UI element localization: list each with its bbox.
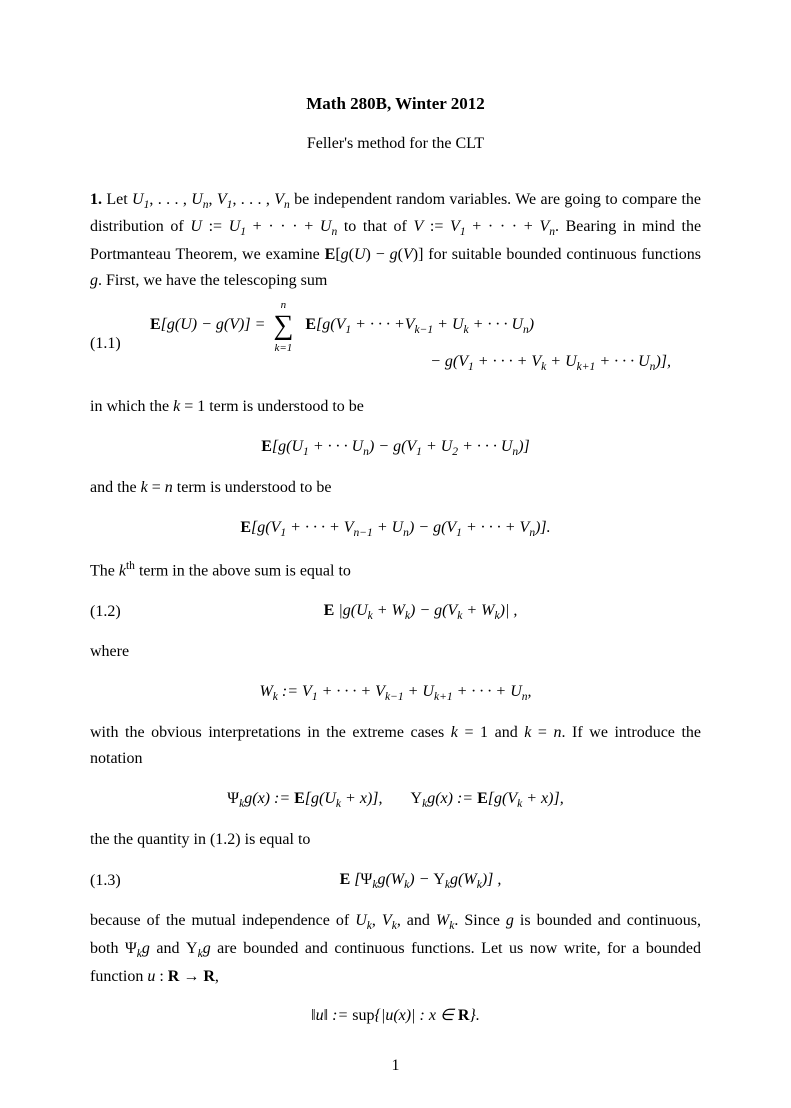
equation-1-3: (1.3) E [Ψkg(Wk) − Υkg(Wk)] , [90, 867, 701, 895]
equation-psi-def: Ψkg(x) := E[g(Uk + x)], Υkg(x) := E[g(Vk… [90, 786, 701, 814]
lecture-subtitle: Feller's method for the CLT [90, 131, 701, 157]
equation-number: (1.2) [90, 599, 140, 625]
equation-body: E[g(U) − g(V)] = n ∑ k=1 E[g(V1 + · · · … [140, 307, 701, 380]
page-number: 1 [90, 1053, 701, 1079]
paragraph-3: and the k = n term is understood to be [90, 475, 701, 501]
equation-norm-def: ‖u‖ := sup{|u(x)| : x ∈ R}. [90, 1003, 701, 1029]
paragraph-8: because of the mutual independence of Uk… [90, 908, 701, 989]
equation-number: (1.1) [90, 331, 140, 357]
equation-number: (1.3) [90, 868, 140, 894]
equation-body: E [Ψkg(Wk) − Υkg(Wk)] , [140, 867, 701, 895]
equation-1-1: (1.1) E[g(U) − g(V)] = n ∑ k=1 E[g(V1 + … [90, 307, 701, 380]
paragraph-7: the the quantity in (1.2) is equal to [90, 827, 701, 853]
paragraph-6: with the obvious interpretations in the … [90, 720, 701, 771]
equation-k1: E[g(U1 + · · · Un) − g(V1 + U2 + · · · U… [90, 434, 701, 462]
equation-wk-def: Wk := V1 + · · · + Vk−1 + Uk+1 + · · · +… [90, 679, 701, 707]
summation-symbol: n ∑ k=1 [273, 312, 293, 340]
paragraph-1: 1. Let U1, . . . , Un, V1, . . . , Vn be… [90, 187, 701, 293]
course-title: Math 280B, Winter 2012 [90, 90, 701, 117]
section-number: 1. [90, 191, 102, 208]
equation-kn: E[g(V1 + · · · + Vn−1 + Un) − g(V1 + · ·… [90, 515, 701, 543]
ordinal-th: th [126, 560, 135, 572]
equation-1-2: (1.2) E |g(Uk + Wk) − g(Vk + Wk)| , [90, 598, 701, 626]
equation-body: E |g(Uk + Wk) − g(Vk + Wk)| , [140, 598, 701, 626]
paragraph-4: The kth term in the above sum is equal t… [90, 557, 701, 584]
sum-upper: n [273, 300, 293, 311]
paragraph-1-text: Let U1, . . . , Un, V1, . . . , Vn be in… [90, 191, 701, 289]
paragraph-2: in which the k = 1 term is understood to… [90, 394, 701, 420]
paragraph-5: where [90, 639, 701, 665]
sum-lower: k=1 [273, 343, 293, 354]
